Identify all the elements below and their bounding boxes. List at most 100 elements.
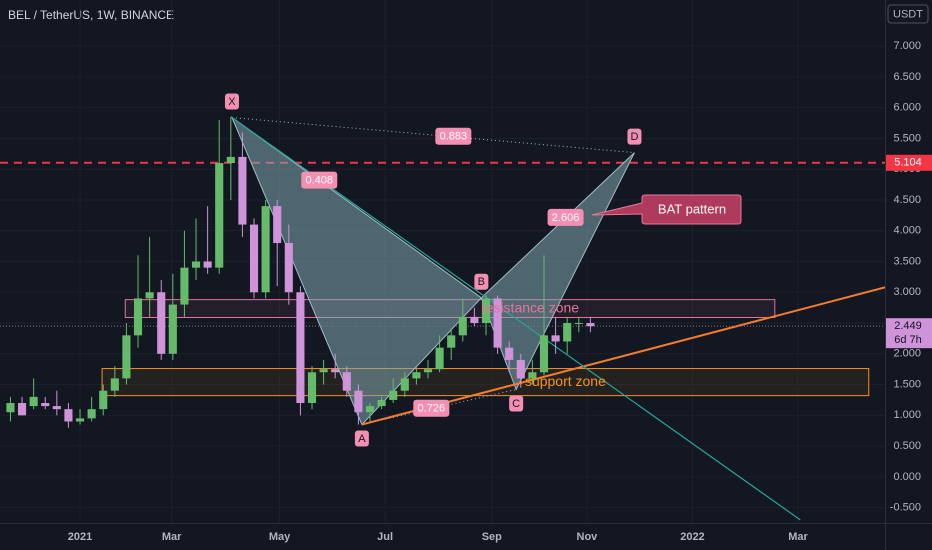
pattern-xd	[231, 117, 635, 154]
candle-body	[180, 267, 189, 305]
candle-body	[122, 335, 131, 379]
candle-body	[249, 224, 259, 293]
candle-body	[505, 347, 514, 360]
candle-body	[215, 163, 224, 268]
candle-body	[389, 390, 398, 400]
y-tick-label: 0.000	[893, 471, 921, 483]
candle-body	[586, 323, 595, 327]
callout	[591, 194, 742, 225]
candle-body	[273, 206, 282, 244]
x-tick-label: May	[269, 531, 291, 543]
candle-body	[87, 409, 96, 419]
x-tick-label: Sep	[482, 531, 502, 543]
candle-body	[354, 390, 363, 413]
resistance-price-box	[886, 154, 932, 171]
candle-body	[17, 403, 27, 416]
x-tick-label: 2021	[68, 531, 92, 543]
candle-body	[52, 406, 61, 410]
ratio-label: 0.883	[440, 131, 468, 143]
currency-label: USDT	[893, 8, 923, 20]
candle-body	[75, 418, 85, 422]
candle-body	[447, 335, 456, 348]
candle-body	[365, 406, 375, 413]
candle-body	[539, 335, 549, 373]
candle-body	[145, 292, 154, 299]
candle-body	[238, 156, 247, 225]
candle-body	[157, 292, 166, 354]
last-price-box	[886, 318, 932, 349]
y-tick-label: 5.500	[893, 132, 921, 144]
y-tick-label: 4.000	[893, 225, 921, 237]
ratio-box	[413, 399, 450, 417]
y-tick-label: 3.000	[893, 286, 921, 298]
last-price: 2.449	[894, 320, 922, 332]
point-label-box	[474, 273, 489, 290]
candle-body	[191, 261, 201, 268]
candle-body	[110, 378, 119, 391]
point-label-box	[509, 395, 524, 412]
candle-body	[528, 372, 537, 379]
point-label: D	[630, 131, 638, 143]
y-tick-label: 7.000	[893, 40, 921, 52]
chart-title: BEL / TetherUS, 1W, BINANCE	[8, 8, 174, 22]
resistance-price: 5.104	[894, 157, 922, 169]
ratio-label: 0.726	[418, 403, 446, 415]
point-label: A	[358, 433, 366, 445]
ratio-label: 0.408	[305, 175, 333, 187]
point-label: C	[512, 398, 520, 410]
y-tick-label: 1.500	[893, 378, 921, 390]
candle-body	[574, 323, 583, 325]
plot-area	[0, 116, 885, 521]
y-tick-label: 3.500	[893, 255, 921, 267]
zone-label: support zone	[525, 373, 606, 389]
candle-body	[423, 369, 433, 373]
y-tick-label: 4.500	[893, 194, 921, 206]
pattern-wing	[230, 116, 483, 426]
zone-label: resistance zone	[481, 299, 579, 315]
candle-body	[203, 261, 212, 268]
candle-body	[435, 347, 444, 370]
ratio-box	[547, 208, 584, 226]
y-tick-label: 2.000	[893, 348, 921, 360]
point-label-box	[224, 93, 239, 110]
candle-body	[6, 403, 15, 413]
candle-body	[563, 323, 572, 342]
ratio-box	[435, 127, 472, 145]
y-tick-label: 0.500	[893, 440, 921, 452]
point-label: X	[228, 96, 236, 108]
candle-body	[516, 359, 525, 379]
x-tick-label: Mar	[788, 531, 808, 543]
candle-body	[296, 292, 305, 404]
callout-label: BAT pattern	[658, 201, 726, 216]
candle-body	[41, 403, 50, 407]
candle-body	[342, 372, 351, 391]
y-tick-label: 1.000	[893, 409, 921, 421]
candle-body	[226, 156, 235, 164]
y-tick-label: 6.500	[893, 71, 921, 83]
candle-body	[307, 372, 317, 404]
candle-body	[481, 298, 491, 324]
candle-body	[261, 206, 270, 293]
candle-body	[412, 372, 421, 379]
x-tick-label: Nov	[577, 531, 599, 543]
candle-body	[377, 399, 386, 407]
candle-body	[29, 396, 38, 407]
ratio-label: 2.606	[552, 212, 580, 224]
countdown: 6d 7h	[894, 334, 922, 346]
candle-body	[284, 243, 293, 293]
candle-body	[400, 378, 409, 391]
point-label-box	[354, 430, 369, 447]
y-tick-label: 6.000	[893, 102, 921, 114]
x-tick-label: 2022	[680, 531, 704, 543]
candle-body	[319, 369, 328, 373]
candle-body	[64, 409, 73, 422]
point-label-box	[627, 128, 642, 145]
x-tick-label: Jul	[377, 531, 393, 543]
candle-body	[458, 316, 467, 336]
x-tick-label: Mar	[162, 531, 182, 543]
y-tick-label: -0.500	[890, 502, 921, 514]
